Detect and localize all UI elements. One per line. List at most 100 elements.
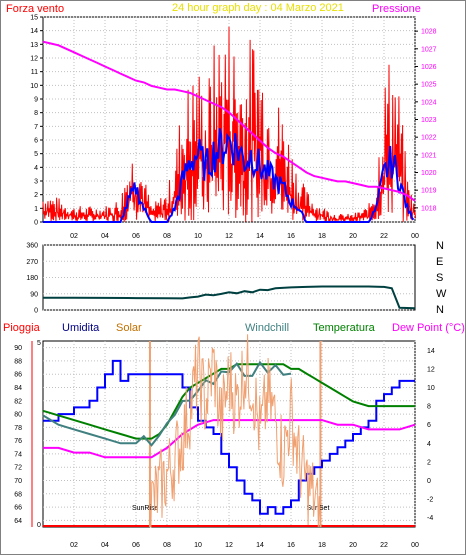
y-tick-label-left: 5 <box>34 151 38 158</box>
series-dew-point <box>43 419 416 459</box>
x-tick-label: 20 <box>349 542 357 549</box>
series-wind-average <box>43 128 415 223</box>
y-tick-label-right: 1021 <box>421 152 437 159</box>
direction-tick-label: 90 <box>30 291 38 298</box>
series-wind-direction <box>43 285 416 310</box>
x-tick-label: 02 <box>70 542 78 549</box>
chart-title: 24 hour graph day : 04 Marzo 2021 <box>172 2 344 14</box>
legend-humidity: Umidita <box>62 322 100 334</box>
y-tick-label-left: 0 <box>34 220 38 227</box>
compass-label: E <box>436 256 443 268</box>
y-tick-label-left: 4 <box>34 165 38 172</box>
x-tick-label: 04 <box>101 233 109 240</box>
series-wind-gust <box>42 26 417 223</box>
compass-label: S <box>436 272 443 284</box>
y-tick-label-left: 6 <box>34 138 38 145</box>
direction-tick-label: 0 <box>34 308 38 315</box>
humidity-tick-label: 86 <box>14 372 22 379</box>
direction-tick-label: 270 <box>26 259 38 266</box>
sunrise-label: SunRise <box>132 505 159 512</box>
legend-windchill: Windchill <box>245 322 289 334</box>
y-tick-label-left: 13 <box>30 42 38 49</box>
y-tick-label-left: 8 <box>34 110 38 117</box>
x-tick-label: 12 <box>225 542 233 549</box>
legend-dewpoint: Dew Point (°C) <box>392 322 465 334</box>
temperature-tick-label: 4 <box>427 441 431 448</box>
y-tick-label-left: 14 <box>30 28 38 35</box>
wind-pressure-plot: 02 04 06 08 10 12 14 16 18 20 22 000123456789101112… <box>30 15 436 241</box>
compass-label: W <box>436 288 447 300</box>
y-tick-label-left: 9 <box>34 97 38 104</box>
x-tick-label: 18 <box>318 233 326 240</box>
y-tick-label-right: 1024 <box>421 99 437 106</box>
humidity-tick-label: 80 <box>14 412 22 419</box>
y-tick-label-right: 1026 <box>421 64 437 71</box>
series-solar <box>149 334 321 528</box>
y-tick-label-right: 1027 <box>421 46 437 53</box>
y-tick-label-left: 7 <box>34 124 38 131</box>
y-tick-label-left: 15 <box>30 15 38 22</box>
humidity-tick-label: 72 <box>14 465 22 472</box>
humidity-tick-label: 68 <box>14 491 22 498</box>
direction-tick-label: 180 <box>26 275 38 282</box>
compass-label: N <box>436 304 444 316</box>
x-tick-label: 20 <box>349 233 357 240</box>
x-tick-label: 22 <box>380 233 388 240</box>
temperature-tick-label: -2 <box>427 497 433 504</box>
y-tick-label-right: 1028 <box>421 29 437 36</box>
y-tick-label-left: 10 <box>30 83 38 90</box>
series-pressure <box>42 40 416 202</box>
rain-tick-label: 0 <box>37 522 41 529</box>
x-tick-label: 06 <box>132 233 140 240</box>
x-tick-label: 14 <box>256 233 264 240</box>
x-tick-label: 06 <box>132 542 140 549</box>
pressure-axis-label: Pressione <box>372 3 421 15</box>
temperature-tick-label: 8 <box>427 404 431 411</box>
humidity-tick-label: 64 <box>14 518 22 525</box>
y-tick-label-right: 1023 <box>421 117 437 124</box>
legend-temperature: Temperatura <box>313 322 376 334</box>
x-tick-label: 10 <box>194 233 202 240</box>
x-tick-label: 04 <box>101 542 109 549</box>
x-tick-label: 22 <box>380 542 388 549</box>
humidity-tick-label: 90 <box>14 345 22 352</box>
humidity-tick-label: 76 <box>14 438 22 445</box>
humidity-tick-label: 82 <box>14 398 22 405</box>
temperature-tick-label: 6 <box>427 422 431 429</box>
humidity-tick-label: 78 <box>14 425 22 432</box>
x-tick-label: 08 <box>163 233 171 240</box>
x-tick-label: 00 <box>411 542 419 549</box>
y-tick-label-left: 2 <box>34 192 38 199</box>
temperature-tick-label: 14 <box>427 348 435 355</box>
x-tick-label: 18 <box>318 542 326 549</box>
humidity-tick-label: 88 <box>14 358 22 365</box>
y-tick-label-right: 1025 <box>421 82 437 89</box>
direction-tick-label: 360 <box>26 243 38 250</box>
series-humidity <box>43 359 415 515</box>
y-tick-label-left: 11 <box>31 69 38 76</box>
y-tick-label-right: 1020 <box>421 170 437 177</box>
humidity-tick-label: 66 <box>14 505 22 512</box>
y-tick-label-left: 12 <box>30 56 38 63</box>
y-tick-label-left: 1 <box>34 206 38 213</box>
y-tick-label-right: 1018 <box>421 205 437 212</box>
y-tick-label-right: 1022 <box>421 135 437 142</box>
temperature-tick-label: 0 <box>427 478 431 485</box>
x-tick-label: 16 <box>287 542 295 549</box>
x-tick-label: 16 <box>287 233 295 240</box>
y-tick-label-right: 1019 <box>421 188 437 195</box>
y-tick-label-left: 3 <box>34 179 38 186</box>
temperature-tick-label: -4 <box>427 515 433 522</box>
humidity-tick-label: 70 <box>14 478 22 485</box>
temperature-humidity-plot: 02 04 06 08 10 12 14 16 18 20 22 006466687072747678… <box>14 334 435 549</box>
temperature-tick-label: 12 <box>427 366 435 373</box>
temperature-tick-label: 2 <box>427 459 431 466</box>
x-tick-label: 14 <box>256 542 264 549</box>
x-tick-label: 12 <box>225 233 233 240</box>
wind-speed-axis-label: Forza vento <box>6 3 64 15</box>
humidity-tick-label: 74 <box>14 451 22 458</box>
legend-rain: Pioggia <box>3 322 41 334</box>
